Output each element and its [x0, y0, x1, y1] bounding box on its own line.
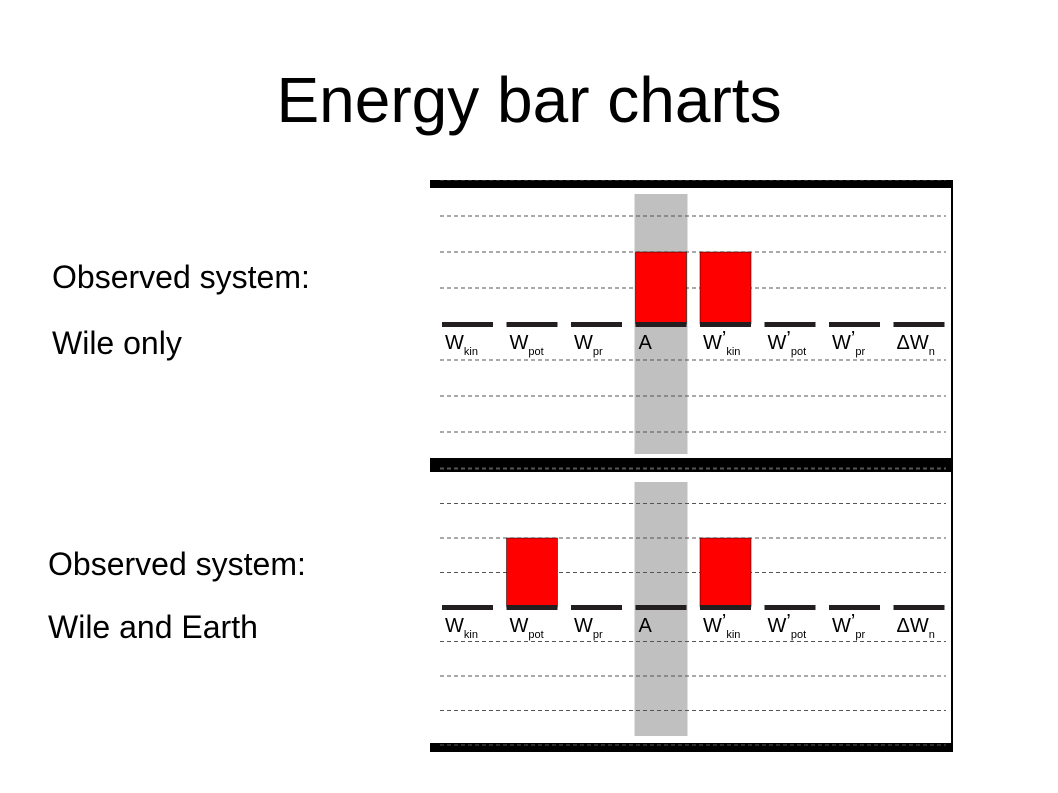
- tick-label: Wpr: [574, 332, 603, 358]
- baseline-segment: [764, 605, 816, 610]
- tick-label: Wpot: [510, 332, 544, 358]
- baseline-segment: [829, 605, 880, 610]
- baseline-segment: [442, 322, 493, 327]
- baseline-segment: [635, 605, 687, 610]
- bar-4: [699, 537, 752, 608]
- baseline-segment: [571, 322, 622, 327]
- baseline-segment: [635, 322, 687, 327]
- baseline-segment: [700, 605, 751, 610]
- tick-label: W’pr: [832, 611, 865, 641]
- tick-label: A: [639, 332, 653, 354]
- tick-label: A: [639, 615, 653, 637]
- bar-3: [635, 251, 687, 325]
- baseline-segment: [506, 322, 558, 327]
- baseline-segment: [506, 605, 558, 610]
- tick-label: Wkin: [445, 615, 478, 641]
- bar-4: [699, 251, 752, 325]
- tick-label: Wkin: [445, 332, 478, 358]
- panel-2-system-value: Wile and Earth: [48, 609, 258, 645]
- tick-label: W’kin: [703, 611, 740, 641]
- chart-frame-top: [430, 180, 952, 188]
- panel-2-system-label: Observed system:: [48, 546, 306, 582]
- baseline-segment: [700, 322, 751, 327]
- tick-label: ΔWn: [897, 615, 935, 641]
- baseline-segment: [764, 322, 816, 327]
- panel-1-system-label: Observed system:: [52, 259, 310, 295]
- baseline-segment: [829, 322, 880, 327]
- chart-frame-right: [951, 180, 953, 472]
- energy-bar-chart-1: Wkin Wpot Wpr A W’kin W’pot W’pr ΔWn: [430, 180, 953, 472]
- tick-label: W’pot: [768, 328, 807, 358]
- bar-1: [506, 537, 558, 608]
- chart-frame-right: [951, 462, 953, 752]
- baseline-segment: [571, 605, 622, 610]
- baseline-segment: [893, 605, 945, 610]
- tick-label: Wpot: [510, 615, 544, 641]
- baseline-segment: [442, 605, 493, 610]
- slide-title: Energy bar charts: [276, 64, 782, 136]
- tick-label: W’kin: [703, 328, 740, 358]
- panel-1-system-value: Wile only: [52, 325, 182, 361]
- baseline-segment: [893, 322, 945, 327]
- tick-label: Wpr: [574, 615, 603, 641]
- tick-label: W’pr: [832, 328, 865, 358]
- tick-label: ΔWn: [897, 332, 935, 358]
- tick-label: W’pot: [768, 611, 807, 641]
- energy-bar-chart-2: Wkin Wpot Wpr A W’kin W’pot W’pr ΔWn: [430, 462, 953, 752]
- chart-frame-bottom: [430, 743, 952, 752]
